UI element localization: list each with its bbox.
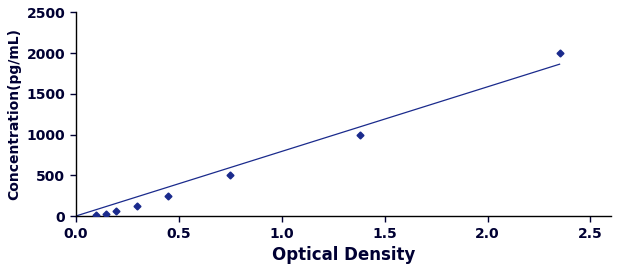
Y-axis label: Concentration(pg/mL): Concentration(pg/mL) [7,28,21,200]
X-axis label: Optical Density: Optical Density [272,246,415,264]
